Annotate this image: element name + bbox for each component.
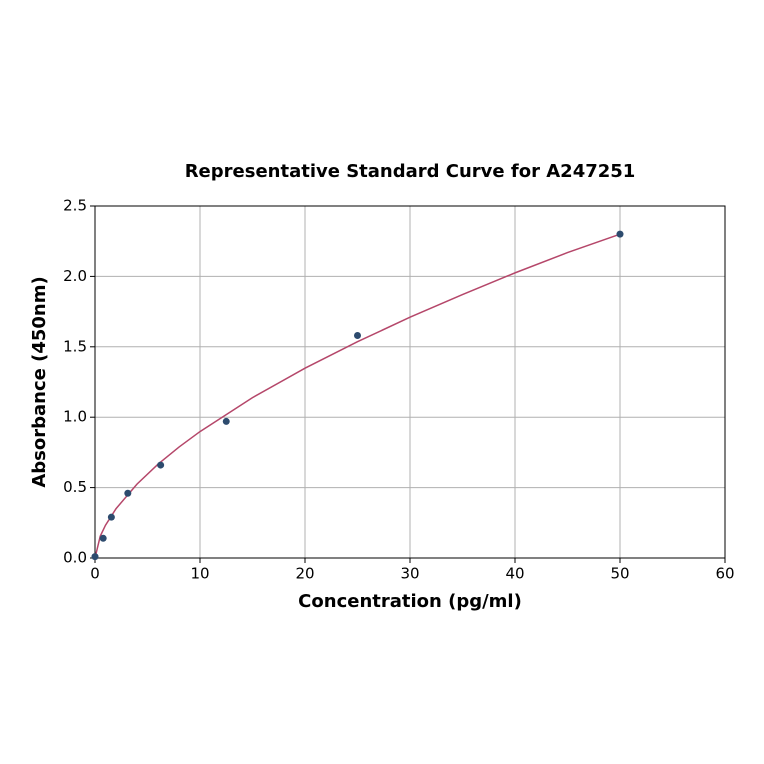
x-axis-label: Concentration (pg/ml) bbox=[298, 591, 522, 612]
x-tick-label: 0 bbox=[90, 565, 100, 583]
data-point bbox=[157, 461, 165, 469]
fit-curve bbox=[94, 233, 621, 559]
y-tick-label: 1.0 bbox=[63, 408, 87, 426]
y-tick-label: 0.0 bbox=[63, 549, 87, 567]
data-point bbox=[616, 230, 624, 238]
data-point bbox=[124, 489, 132, 497]
y-tick-label: 0.5 bbox=[63, 478, 87, 496]
chart-title: Representative Standard Curve for A24725… bbox=[185, 161, 636, 182]
y-tick-label: 2.5 bbox=[63, 197, 87, 215]
y-axis-label: Absorbance (450nm) bbox=[29, 276, 50, 487]
x-tick-label: 30 bbox=[400, 565, 419, 583]
data-point bbox=[107, 513, 115, 521]
x-tick-label: 60 bbox=[715, 565, 734, 583]
plot-frame bbox=[94, 205, 726, 559]
x-tick-label: 40 bbox=[505, 565, 524, 583]
x-tick-label: 50 bbox=[610, 565, 629, 583]
x-tick-label: 10 bbox=[190, 565, 209, 583]
y-tick-label: 2.0 bbox=[63, 267, 87, 285]
x-tick-label: 20 bbox=[295, 565, 314, 583]
y-tick-label: 1.5 bbox=[63, 337, 87, 355]
plot: 0 10 20 30 40 50 60 0.0 0.5 1.0 1.5 2.0 2.5 bbox=[63, 197, 734, 583]
data-point bbox=[354, 332, 361, 340]
data-point bbox=[222, 417, 230, 425]
data-point bbox=[91, 553, 99, 561]
data-point bbox=[99, 534, 107, 542]
